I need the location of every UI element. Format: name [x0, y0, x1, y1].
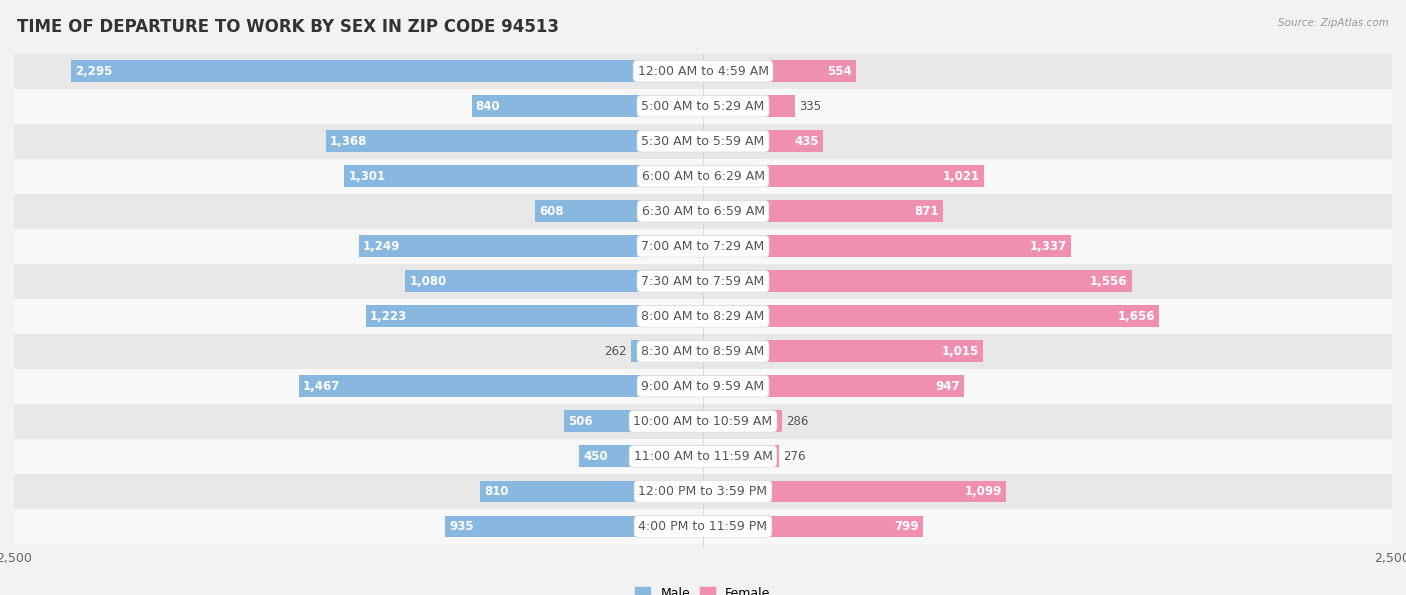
Bar: [703, 340, 983, 362]
Text: 810: 810: [484, 485, 509, 498]
Text: 286: 286: [786, 415, 808, 428]
Bar: [70, 60, 703, 82]
Text: 1,337: 1,337: [1031, 240, 1067, 253]
Text: 506: 506: [568, 415, 592, 428]
Bar: [703, 130, 823, 152]
Bar: [0, 334, 1406, 369]
Bar: [703, 375, 965, 397]
Text: 608: 608: [540, 205, 564, 218]
Bar: [703, 481, 1005, 502]
Bar: [0, 509, 1406, 544]
Text: 12:00 PM to 3:59 PM: 12:00 PM to 3:59 PM: [638, 485, 768, 498]
Bar: [0, 404, 1406, 439]
Text: 262: 262: [605, 345, 627, 358]
Text: 12:00 AM to 4:59 AM: 12:00 AM to 4:59 AM: [637, 65, 769, 77]
Text: 7:30 AM to 7:59 AM: 7:30 AM to 7:59 AM: [641, 275, 765, 288]
Bar: [703, 165, 984, 187]
Bar: [703, 236, 1071, 257]
Bar: [0, 299, 1406, 334]
Text: 450: 450: [583, 450, 607, 463]
Bar: [579, 446, 703, 467]
Text: 840: 840: [475, 99, 501, 112]
Text: 7:00 AM to 7:29 AM: 7:00 AM to 7:29 AM: [641, 240, 765, 253]
Bar: [479, 481, 703, 502]
Bar: [359, 236, 703, 257]
Bar: [564, 411, 703, 432]
Bar: [703, 446, 779, 467]
Text: 9:00 AM to 9:59 AM: 9:00 AM to 9:59 AM: [641, 380, 765, 393]
Text: 799: 799: [894, 520, 920, 533]
Text: Source: ZipAtlas.com: Source: ZipAtlas.com: [1278, 18, 1389, 28]
Text: 10:00 AM to 10:59 AM: 10:00 AM to 10:59 AM: [634, 415, 772, 428]
Bar: [0, 159, 1406, 193]
Bar: [405, 270, 703, 292]
Bar: [703, 411, 782, 432]
Bar: [471, 95, 703, 117]
Text: 435: 435: [794, 134, 818, 148]
Bar: [0, 228, 1406, 264]
Bar: [0, 474, 1406, 509]
Text: 4:00 PM to 11:59 PM: 4:00 PM to 11:59 PM: [638, 520, 768, 533]
Bar: [0, 369, 1406, 404]
Legend: Male, Female: Male, Female: [630, 583, 776, 595]
Bar: [703, 305, 1160, 327]
Text: 1,467: 1,467: [302, 380, 340, 393]
Text: 1,015: 1,015: [942, 345, 979, 358]
Text: 1,368: 1,368: [330, 134, 367, 148]
Bar: [344, 165, 703, 187]
Text: 276: 276: [783, 450, 806, 463]
Bar: [703, 95, 796, 117]
Text: 1,249: 1,249: [363, 240, 401, 253]
Text: 5:30 AM to 5:59 AM: 5:30 AM to 5:59 AM: [641, 134, 765, 148]
Text: 1,301: 1,301: [349, 170, 385, 183]
Text: TIME OF DEPARTURE TO WORK BY SEX IN ZIP CODE 94513: TIME OF DEPARTURE TO WORK BY SEX IN ZIP …: [17, 18, 558, 36]
Text: 1,656: 1,656: [1118, 310, 1156, 322]
Text: 871: 871: [914, 205, 939, 218]
Text: 935: 935: [450, 520, 474, 533]
Bar: [703, 270, 1132, 292]
Bar: [446, 515, 703, 537]
Text: 1,099: 1,099: [965, 485, 1001, 498]
Text: 5:00 AM to 5:29 AM: 5:00 AM to 5:29 AM: [641, 99, 765, 112]
Bar: [631, 340, 703, 362]
Bar: [0, 124, 1406, 159]
Text: 8:30 AM to 8:59 AM: 8:30 AM to 8:59 AM: [641, 345, 765, 358]
Text: 1,021: 1,021: [943, 170, 980, 183]
Bar: [0, 54, 1406, 89]
Bar: [366, 305, 703, 327]
Bar: [326, 130, 703, 152]
Bar: [536, 201, 703, 222]
Text: 1,556: 1,556: [1090, 275, 1128, 288]
Text: 6:00 AM to 6:29 AM: 6:00 AM to 6:29 AM: [641, 170, 765, 183]
Text: 554: 554: [827, 65, 852, 77]
Text: 2,295: 2,295: [75, 65, 112, 77]
Bar: [0, 264, 1406, 299]
Text: 1,223: 1,223: [370, 310, 408, 322]
Bar: [703, 515, 924, 537]
Bar: [0, 439, 1406, 474]
Text: 1,080: 1,080: [409, 275, 447, 288]
Bar: [0, 89, 1406, 124]
Bar: [703, 201, 943, 222]
Text: 8:00 AM to 8:29 AM: 8:00 AM to 8:29 AM: [641, 310, 765, 322]
Bar: [298, 375, 703, 397]
Text: 335: 335: [800, 99, 821, 112]
Text: 947: 947: [935, 380, 960, 393]
Bar: [0, 193, 1406, 228]
Text: 6:30 AM to 6:59 AM: 6:30 AM to 6:59 AM: [641, 205, 765, 218]
Text: 11:00 AM to 11:59 AM: 11:00 AM to 11:59 AM: [634, 450, 772, 463]
Bar: [703, 60, 856, 82]
